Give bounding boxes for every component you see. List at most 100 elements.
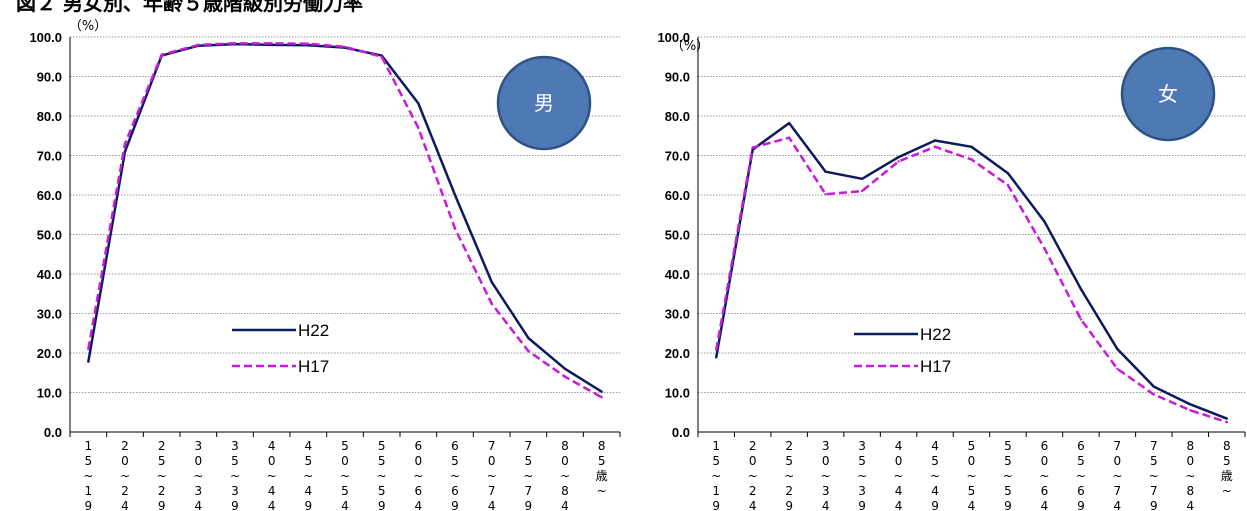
female-x-category-label: 4 5 ~4 9 [930,439,940,511]
female-y-tick-label: 0.0 [672,425,690,440]
male-series-h17-point [307,42,310,45]
female-badge-circle [1120,46,1216,142]
female-series-h17-point [751,146,754,149]
male-x-category-label: 2 0 ~2 4 [120,439,130,511]
male-x-category-label: 4 0 ~4 4 [267,439,277,511]
male-y-tick-label: 40.0 [37,267,62,282]
male-series-h17-point [380,55,383,58]
male-series-h22-point [123,150,127,153]
female-legend-h22-label: H22 [920,325,951,344]
female-series-h17-point [824,193,827,196]
figure-title: 図２ 男女別、年齢５歳階級別労働力率 [16,0,363,15]
male-x-category-label: 1 5 ~1 9 [83,439,93,511]
male-y-unit-label: （%） [69,19,107,34]
male-x-category-label: 4 5 ~4 9 [303,439,313,511]
male-series-h17-point [123,142,127,145]
male-series-h17-point [600,396,603,399]
female-x-category-label: 7 0 ~7 4 [1112,439,1122,511]
female-series-h22-point [1152,385,1156,388]
female-series-h22-point [860,177,864,181]
chart-male: （%） 0.0 10.0 20.0 30.0 40.0 50.0 60.0 70.0 80.0 90… [29,19,621,511]
male-series-h17-point [563,375,567,378]
female-series-h22-point [897,155,900,159]
female-x-category-label: 2 5 ~2 9 [784,439,794,511]
male-y-tick-label: 90.0 [37,70,62,85]
male-x-category-label: 6 0 ~6 4 [413,439,423,511]
male-x-category-label: 7 0 ~7 4 [487,439,497,511]
male-y-tick-label: 0.0 [44,425,62,440]
male-badge-circle [496,55,592,151]
female-series-h22-point [787,121,791,125]
female-series-h17-point [1043,247,1046,250]
female-y-tick-label: 30.0 [665,307,690,322]
female-series-h22-point [1079,287,1083,291]
male-series-h17-point [87,347,90,351]
male-y-tick-label: 80.0 [37,109,62,124]
female-series-h17-point [1152,393,1156,396]
male-series-h17-line [87,42,603,399]
male-x-category-label: 2 5 ~2 9 [157,439,167,511]
female-y-tick-label: 60.0 [665,188,690,203]
male-series-h17-point [233,42,237,45]
male-x-category-label: 8 0 ~8 4 [560,439,570,511]
female-y-tick-label: 80.0 [665,109,690,124]
female-series-h22-point [1006,172,1010,175]
female-series-h22-point [1225,417,1228,420]
female-legend-h17-label: H17 [920,357,951,376]
female-series-h17-point [933,145,937,149]
female-series-h17-point [860,189,864,193]
male-series-h17-point [270,42,273,45]
female-series-h22-point [1189,403,1192,406]
chart-female: （%） 0.0 10.0 20.0 30.0 40.0 50.0 60.0 70.0 80.0 90… [657,30,1246,511]
male-series-h22-point [417,102,420,105]
male-badge-label: 男 [534,91,554,115]
male-legend-h17-label: H17 [298,357,329,376]
female-series-h17-point [787,136,791,139]
female-x-category-label: 6 5 ~6 9 [1076,439,1086,511]
male-x-category-label: 3 0 ~3 4 [193,439,203,511]
female-x-category-label: 3 5 ~3 9 [857,439,867,511]
female-y-tick-label: 70.0 [665,149,690,164]
female-y-tick-label: 100.0 [657,30,690,45]
male-series-h22-point [490,280,493,284]
female-series-h22-point [970,145,973,149]
female-y-tick-label: 40.0 [665,267,690,282]
female-x-category-label: 3 0 ~3 4 [821,439,831,511]
female-badge-label: 女 [1158,82,1178,106]
male-x-category-label: 7 5 ~7 9 [523,439,533,511]
female-x-category-label: 6 0 ~6 4 [1039,439,1049,511]
male-series-h22-point [453,193,457,197]
female-series-h22-point [1043,220,1046,223]
male-y-tick-label: 60.0 [37,188,62,203]
female-series-h17-line [715,136,1228,424]
female-x-category-label: 2 0 ~2 4 [748,439,758,511]
female-x-category-label: 4 0 ~4 4 [894,439,904,511]
female-series-h22-line [715,121,1228,420]
male-series-h22-point [527,336,530,340]
female-y-tick-label: 90.0 [665,70,690,85]
female-series-h17-point [1079,318,1083,321]
female-series-h22-point [715,356,718,359]
male-series-h17-point [453,227,457,230]
female-x-category-label: 8 5 歳~ [1221,439,1233,498]
male-x-category-label: 5 0 ~5 4 [340,439,350,511]
male-y-tick-label: 30.0 [37,307,62,322]
male-y-tick-label: 70.0 [37,149,62,164]
male-y-tick-label: 20.0 [37,346,62,361]
female-series-h17-point [715,348,718,352]
female-series-h22-point [824,170,827,173]
female-y-tick-label: 20.0 [665,346,690,361]
female-x-category-label: 1 5 ~1 9 [711,439,721,511]
female-series-h17-point [1189,409,1192,412]
female-series-h17-point [897,160,900,163]
female-x-category-label: 8 0 ~8 4 [1185,439,1195,511]
female-series-h22-point [933,139,937,142]
male-series-h22-point [87,360,90,363]
male-x-category-label: 6 5 ~6 9 [450,439,460,511]
male-series-h17-point [417,126,420,130]
male-x-category-label: 3 5 ~3 9 [230,439,240,511]
female-series-h22-point [1116,347,1119,351]
female-x-category-label: 5 5 ~5 9 [1003,439,1013,511]
male-y-tick-label: 100.0 [29,30,62,45]
female-series-h17-point [970,158,973,161]
